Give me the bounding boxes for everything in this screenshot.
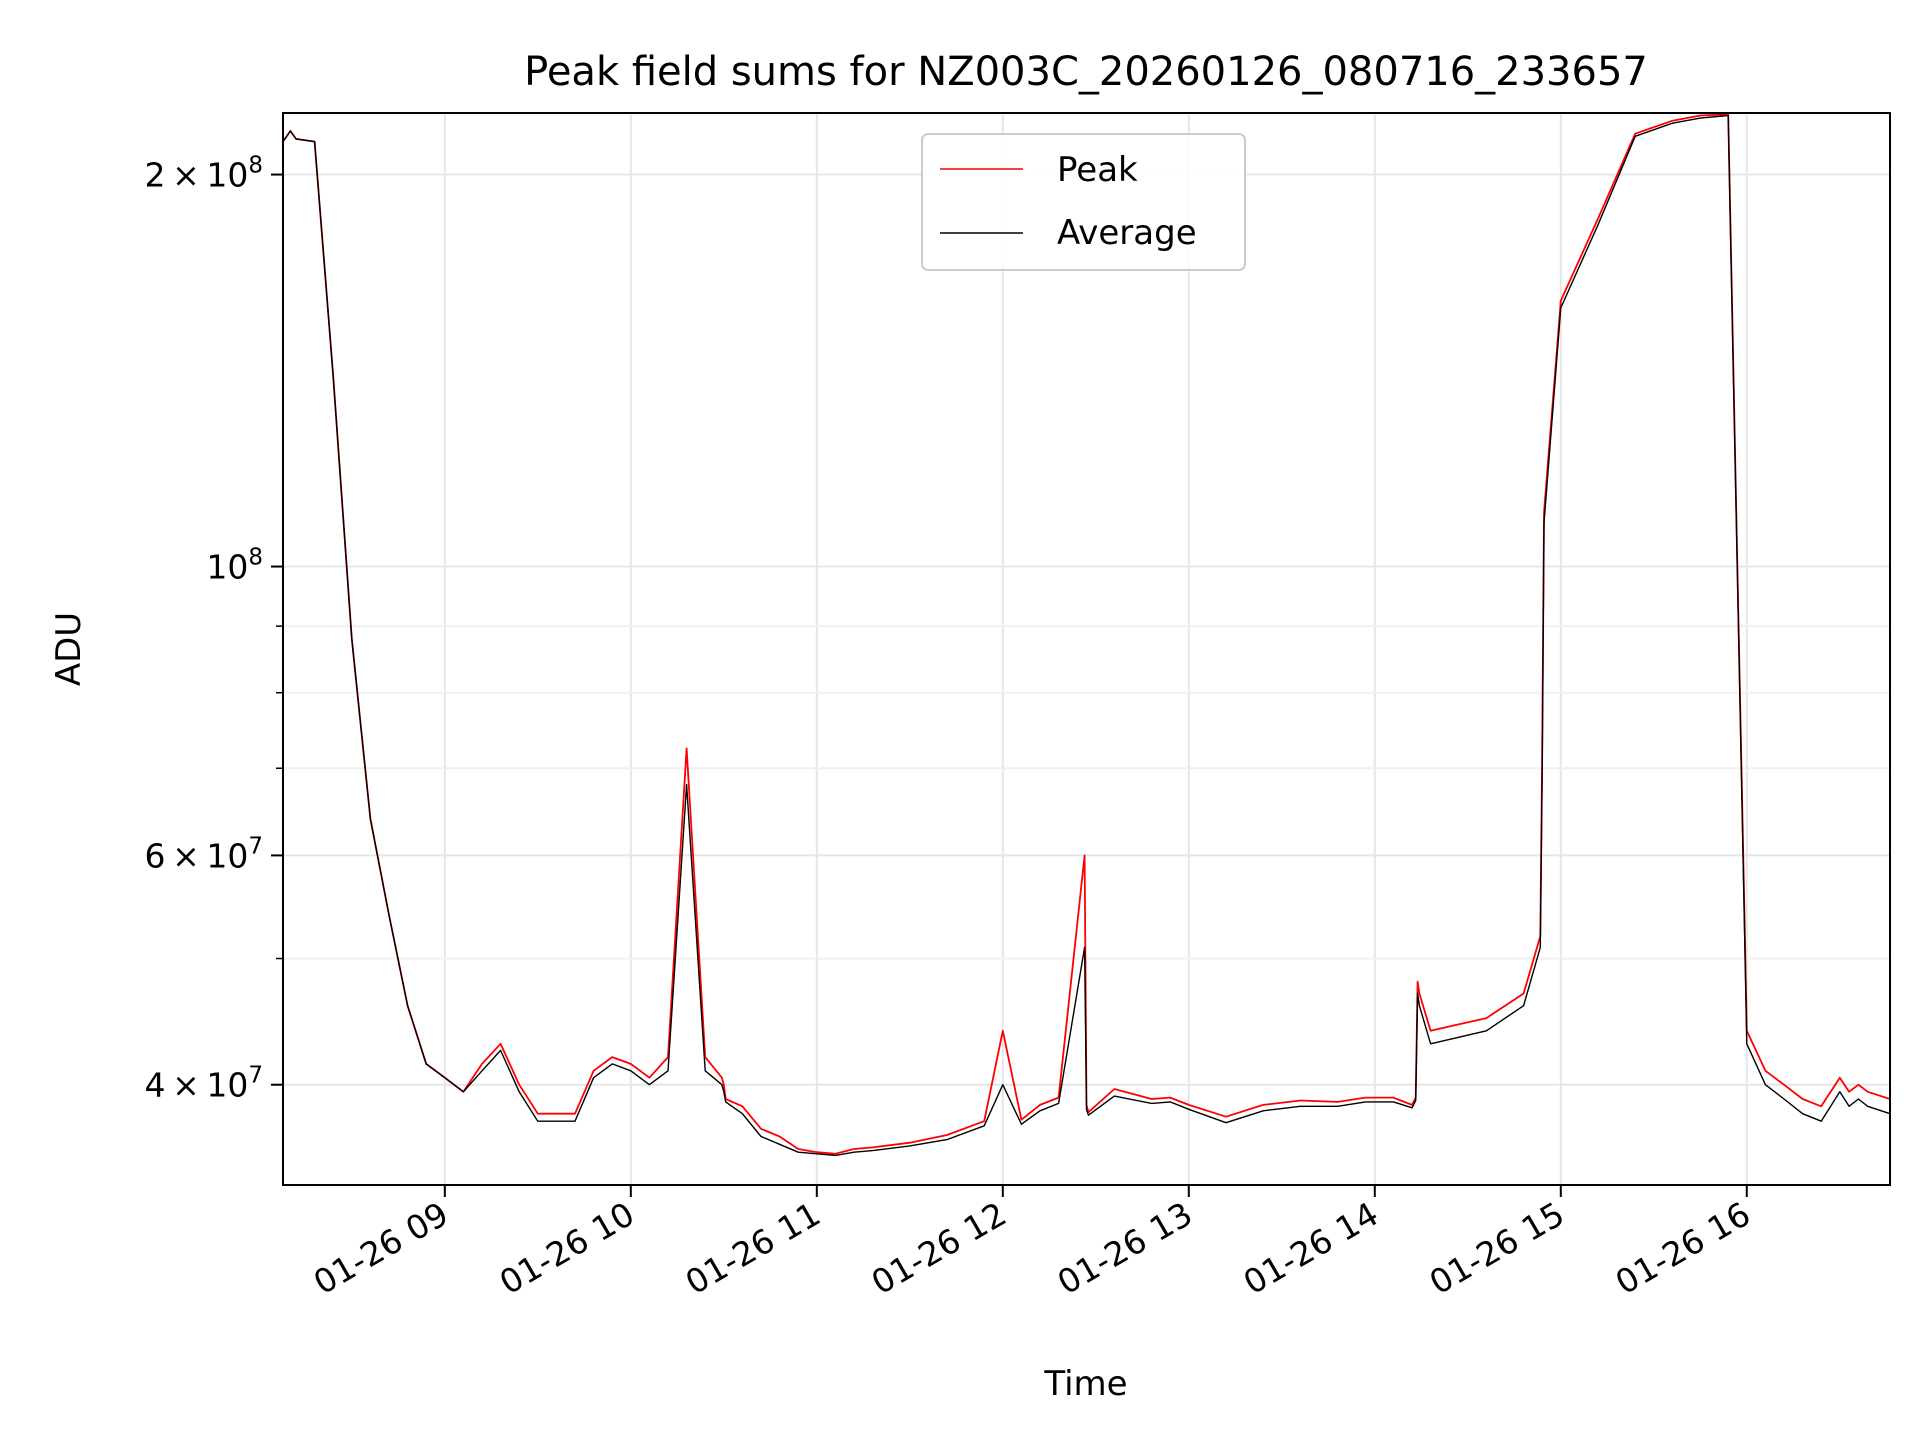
- y-tick-label-0: 4 × 107: [145, 1063, 263, 1105]
- chart-title: Peak field sums for NZ003C_20260126_0807…: [524, 49, 1648, 95]
- y-tick-label-1: 6 × 107: [145, 833, 263, 875]
- y-axis-label: ADU: [49, 612, 89, 686]
- series-line-average: [282, 114, 1891, 1157]
- plot-frame: [282, 112, 1891, 1186]
- legend-label-peak: Peak: [1057, 150, 1138, 190]
- y-tick-exponent-2: 8: [248, 545, 263, 571]
- series-line-peak: [282, 113, 1891, 1155]
- grid: [283, 113, 1890, 1185]
- y-tick-exponent-1: 7: [248, 833, 263, 859]
- plot-lines: [282, 113, 1891, 1157]
- legend-label-average: Average: [1057, 213, 1197, 253]
- x-axis-label: Time: [1043, 1364, 1127, 1404]
- legend: Peak Average: [921, 133, 1246, 271]
- y-tick-label-3: 2 × 108: [145, 153, 263, 195]
- y-tick-exponent-3: 8: [248, 153, 263, 179]
- y-tick-exponent-0: 7: [248, 1063, 263, 1089]
- legend-box: [921, 133, 1246, 271]
